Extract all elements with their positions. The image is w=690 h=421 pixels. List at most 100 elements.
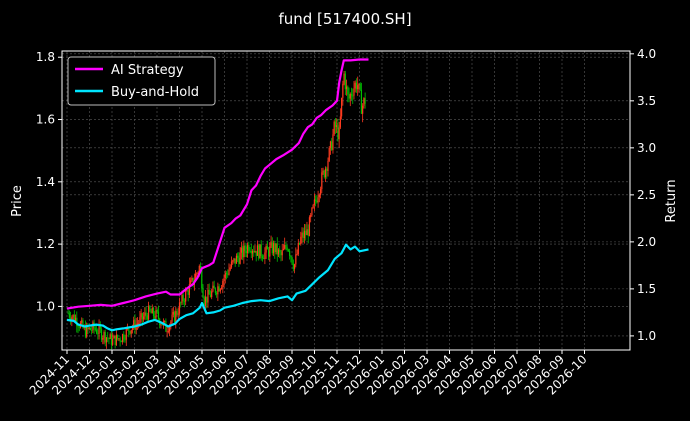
- price-candle-body: [329, 141, 332, 148]
- price-candle-body: [315, 199, 317, 201]
- price-candle-body: [117, 334, 119, 339]
- price-candle-body: [344, 73, 346, 90]
- price-candle-body: [281, 250, 283, 256]
- price-candle-body: [228, 269, 230, 275]
- price-candle-body: [354, 82, 356, 89]
- price-candle-body: [121, 334, 124, 342]
- price-candle-body: [233, 258, 235, 261]
- price-candle-body: [147, 306, 150, 320]
- price-candle-body: [296, 254, 298, 256]
- price-candle-body: [260, 244, 262, 257]
- price-candle-body: [209, 294, 212, 298]
- price-candle-body: [74, 317, 77, 322]
- price-candle-body: [292, 263, 294, 269]
- price-candle-body: [285, 245, 287, 248]
- price-candle-body: [222, 280, 224, 288]
- price-candle-body: [94, 328, 96, 330]
- price-candle-body: [190, 280, 192, 285]
- price-candle-body: [316, 200, 318, 203]
- price-candle-body: [81, 320, 83, 323]
- price-candle-body: [306, 229, 308, 236]
- y-left-tick-label: 1.4: [36, 175, 55, 189]
- price-candle-body: [259, 244, 261, 259]
- price-candle-body: [220, 287, 223, 290]
- price-candle-body: [287, 249, 289, 251]
- price-candle-body: [239, 252, 241, 264]
- price-candle-body: [364, 98, 366, 104]
- price-candle-body: [238, 257, 240, 264]
- price-candle-body: [177, 313, 179, 315]
- price-candle-body: [120, 341, 122, 343]
- price-candle-body: [282, 248, 285, 251]
- price-candle-body: [105, 337, 108, 343]
- price-candle-body: [202, 288, 204, 298]
- price-candle-body: [242, 247, 244, 258]
- price-candle-body: [160, 324, 162, 326]
- price-candle-body: [255, 250, 257, 256]
- price-candle-body: [140, 313, 142, 318]
- price-candle-body: [149, 306, 151, 311]
- price-candle-body: [133, 320, 135, 328]
- price-candle-body: [218, 286, 220, 292]
- price-candle-body: [178, 302, 181, 314]
- price-candle-body: [118, 338, 120, 340]
- price-candle-body: [355, 82, 358, 90]
- price-candle-body: [92, 322, 94, 331]
- price-candle-body: [264, 252, 266, 259]
- price-candle-body: [124, 339, 126, 341]
- price-candle-body: [337, 125, 339, 140]
- price-candle-body: [73, 314, 75, 322]
- price-candle-body: [115, 334, 117, 346]
- price-candle-body: [213, 285, 215, 289]
- price-candle-body: [128, 327, 130, 332]
- price-candle-body: [301, 232, 303, 237]
- legend-box: [67, 56, 216, 106]
- price-candle-body: [187, 290, 189, 295]
- price-candle-body: [317, 197, 319, 203]
- price-candle-body: [254, 250, 256, 253]
- price-candle-body: [363, 98, 365, 106]
- price-candle-body: [352, 95, 354, 97]
- price-candle-body: [180, 302, 182, 304]
- price-candle-body: [310, 215, 312, 218]
- price-candle-body: [167, 331, 169, 333]
- price-candle-body: [223, 278, 225, 281]
- price-candle-body: [312, 204, 314, 208]
- price-candle-body: [196, 273, 198, 274]
- price-candle-body: [333, 121, 335, 135]
- price-candle-body: [357, 85, 359, 90]
- price-candle-body: [175, 311, 177, 322]
- y-right-tick-label: 2.5: [637, 188, 656, 202]
- price-candle-body: [119, 338, 121, 342]
- y-left-tick-label: 1.0: [36, 299, 55, 313]
- price-candle-body: [170, 321, 172, 326]
- price-candle-body: [86, 325, 88, 337]
- price-candle-body: [84, 326, 87, 337]
- price-candle-body: [295, 254, 297, 265]
- price-candle-body: [338, 127, 340, 140]
- price-candle-body: [186, 290, 188, 292]
- price-candle-body: [258, 245, 260, 259]
- price-candle-body: [191, 277, 193, 281]
- price-candle-body: [143, 316, 145, 320]
- legend-label-buy-and-hold: Buy-and-Hold: [111, 85, 199, 100]
- price-candle-body: [234, 258, 236, 264]
- price-candle-body: [275, 243, 277, 253]
- price-candle-body: [323, 170, 325, 178]
- price-candle-body: [98, 325, 100, 334]
- price-candle-body: [339, 116, 341, 128]
- price-candle-body: [249, 250, 251, 252]
- price-candle-body: [297, 242, 299, 255]
- price-candle-body: [123, 334, 125, 340]
- price-candle-body: [286, 247, 288, 250]
- price-candle-body: [216, 292, 218, 295]
- price-candle-body: [350, 94, 353, 96]
- price-candle-body: [100, 329, 103, 340]
- price-candle-body: [151, 307, 153, 314]
- price-candle-body: [332, 134, 334, 150]
- price-candle-body: [313, 199, 315, 205]
- price-candle-body: [302, 232, 304, 238]
- price-candle-body: [293, 264, 296, 269]
- price-candle-body: [161, 324, 163, 326]
- price-candle-body: [134, 320, 136, 330]
